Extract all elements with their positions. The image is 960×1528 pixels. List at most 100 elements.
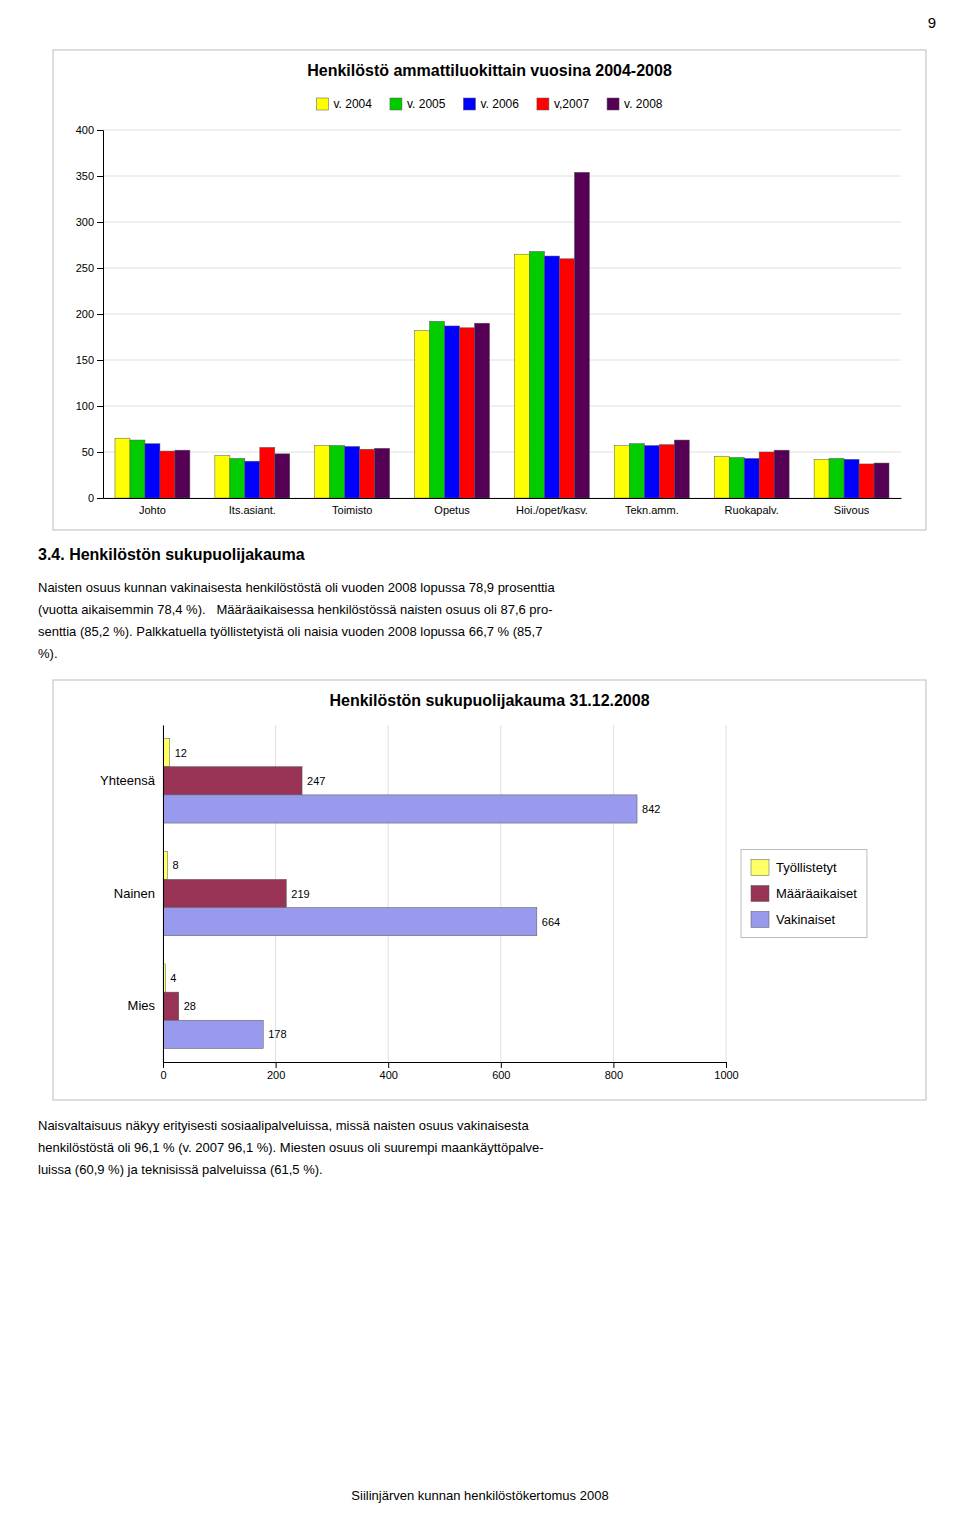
tick-label: Opetus xyxy=(434,504,470,516)
paragraph-line: Naisvaltaisuus näkyy erityisesti sosiaal… xyxy=(38,1118,529,1133)
x-axis: Johto Its.asiant. Toimisto Opetus Hoi./opet/… xyxy=(104,498,902,516)
legend-swatch xyxy=(537,98,549,110)
bar xyxy=(430,321,445,498)
bar xyxy=(163,908,537,936)
bar xyxy=(163,739,170,767)
bar xyxy=(360,449,375,498)
page: 9Henkilöstö ammattiluokittain vuosina 20… xyxy=(0,0,960,1528)
legend-item: v,2007 xyxy=(537,97,589,111)
grid-line xyxy=(163,725,164,1062)
bar xyxy=(544,256,559,498)
tick-label: 200 xyxy=(267,1069,285,1081)
legend-item: v. 2006 xyxy=(463,97,519,111)
tick-label: Johto xyxy=(139,504,166,516)
legend-swatch xyxy=(463,98,475,110)
legend-label: v. 2008 xyxy=(624,97,663,111)
paragraph-line: henkilöstöstä oli 96,1 % (v. 2007 96,1 %… xyxy=(38,1140,544,1155)
tick-mark xyxy=(97,222,103,223)
bar xyxy=(445,326,460,498)
bar xyxy=(859,464,874,498)
bar xyxy=(759,452,774,498)
legend-swatch xyxy=(390,98,402,110)
tick: 1000 xyxy=(714,1062,738,1081)
tick: 350 xyxy=(76,170,103,182)
bar xyxy=(559,259,574,498)
paragraph-line: senttia (85,2 %). Palkkatuella työlliste… xyxy=(38,624,542,639)
legend-label: v,2007 xyxy=(554,97,589,111)
tick-label: 200 xyxy=(76,308,94,320)
tick-mark xyxy=(388,1062,389,1068)
bar xyxy=(315,446,330,498)
data-label: 247 xyxy=(307,775,325,787)
legend-item: v. 2008 xyxy=(607,97,663,111)
axis-line xyxy=(97,131,104,499)
legend-label: Vakinaiset xyxy=(776,912,835,927)
tick-mark xyxy=(97,498,103,499)
tick: 400 xyxy=(380,1062,398,1081)
bar xyxy=(163,992,179,1020)
section-title: 3.4. Henkilöstön sukupuolijakauma xyxy=(38,546,305,563)
series xyxy=(145,256,859,498)
tick: 200 xyxy=(76,308,103,320)
bar xyxy=(874,463,889,498)
data-label: 219 xyxy=(291,888,309,900)
tick: Toimisto xyxy=(332,498,372,516)
grid xyxy=(163,725,726,1062)
bar xyxy=(475,323,490,498)
paragraph-line: luissa (60,9 %) ja teknisissä palveluiss… xyxy=(38,1162,323,1177)
bar xyxy=(644,446,659,498)
legend-items: TyöllistetytMääräaikaisetVakinaiset xyxy=(751,860,857,928)
bars xyxy=(163,739,637,1049)
bar xyxy=(163,1020,263,1048)
legend-frame xyxy=(741,850,867,938)
paragraph-line: %). xyxy=(38,646,58,661)
tick-mark xyxy=(613,1062,614,1068)
bar xyxy=(375,448,390,498)
bar xyxy=(614,446,629,498)
bar xyxy=(145,444,160,498)
bar xyxy=(729,458,744,498)
tick-mark xyxy=(501,1062,502,1068)
data-labels: 128424721928842664178 xyxy=(170,747,660,1041)
grid-line xyxy=(103,406,901,407)
tick-mark xyxy=(276,1062,277,1068)
chart-frame xyxy=(53,50,926,530)
grid-line xyxy=(388,725,389,1062)
bar xyxy=(714,457,729,498)
bar xyxy=(175,450,190,498)
bar xyxy=(629,444,644,498)
legend-swatch xyxy=(751,886,769,902)
bar xyxy=(163,767,302,795)
tick-label: 150 xyxy=(76,354,94,366)
bar xyxy=(163,795,637,823)
bar xyxy=(844,459,859,498)
tick-mark xyxy=(97,176,103,177)
data-label: 28 xyxy=(184,1000,196,1012)
bar xyxy=(529,251,544,498)
axis-line xyxy=(163,726,164,1063)
tick-label: 350 xyxy=(76,170,94,182)
tick-label: 400 xyxy=(380,1069,398,1081)
chart-frame xyxy=(53,680,926,1100)
tick-mark xyxy=(163,1062,164,1068)
grid-line xyxy=(103,314,901,315)
axis-line xyxy=(104,498,902,499)
tick-label: Mies xyxy=(128,998,156,1013)
tick-mark xyxy=(726,1062,727,1068)
tick-label: 1000 xyxy=(714,1069,738,1081)
tick-mark xyxy=(97,406,103,407)
bar xyxy=(330,446,345,498)
legend-item: Määräaikaiset xyxy=(751,886,857,902)
grid-line xyxy=(103,222,901,223)
bar xyxy=(230,458,245,498)
grid-line xyxy=(613,725,614,1062)
tick: Its.asiant. xyxy=(229,498,276,516)
tick: 50 xyxy=(82,446,103,458)
x-axis: 02004006008001000 xyxy=(160,1062,738,1081)
bar xyxy=(345,446,360,498)
data-label: 8 xyxy=(173,859,179,871)
y-axis: YhteensäNainenMies xyxy=(100,726,163,1063)
tick: Hoi./opet/kasv. xyxy=(516,498,588,516)
grid xyxy=(103,130,901,498)
tick: Siivous xyxy=(834,498,870,516)
